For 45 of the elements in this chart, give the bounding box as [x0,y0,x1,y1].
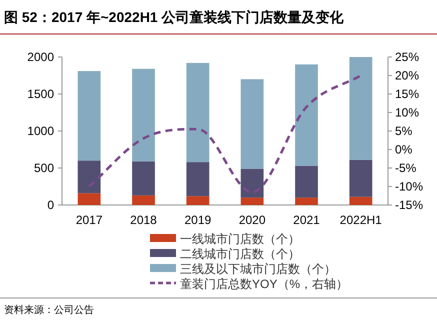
bar [349,196,372,205]
y2-tick-label: 25% [395,50,420,64]
bar [186,62,210,162]
x-tick-label: 2020 [238,213,266,227]
bar [295,166,318,198]
y2-tick-label: -15% [395,198,424,212]
line-series [88,74,362,194]
bar [186,162,210,196]
bar [240,198,264,205]
bar [295,64,318,166]
y2-tick-label: 0% [395,142,413,156]
bar [132,195,155,205]
bar [78,193,101,205]
y-tick-label: 500 [34,161,54,175]
x-tick-label: 2018 [130,213,158,227]
bar [186,196,210,205]
legend-label: 一线城市门店数（个） [180,232,300,246]
legend-label: 童装门店总数YOY（%，右轴） [180,277,348,291]
bar [349,160,372,197]
bar [78,160,101,194]
bar [295,198,318,205]
bar [240,79,264,169]
y-tick-label: 0 [47,198,54,212]
y2-tick-label: 5% [395,124,413,138]
text: 资料来源：公司公告 [4,304,94,316]
legend-label: 二线城市门店数（个） [180,247,300,261]
y-tick-label: 2000 [27,50,54,64]
bar [240,168,264,198]
bar [349,57,372,160]
y2-tick-label: 10% [395,106,420,120]
y-tick-label: 1500 [27,87,54,101]
x-tick-label: 2017 [76,213,103,227]
bar [132,68,155,162]
x-tick-label: 2022H1 [340,213,382,227]
chart-title: 图 52：2017 年~2022H1 公司童装线下门店数量及变化 [4,9,345,25]
y2-tick-label: 15% [395,87,420,101]
legend-label: 三线及以下城市门店数（个） [180,262,336,276]
x-tick-label: 2019 [184,213,212,227]
y-tick-label: 1000 [27,124,54,138]
x-tick-label: 2021 [293,213,320,227]
y2-tick-label: 20% [395,68,420,82]
y2-tick-label: -5% [395,161,417,175]
bar [78,71,101,161]
y2-tick-label: -10% [395,180,424,194]
bar [132,161,155,196]
